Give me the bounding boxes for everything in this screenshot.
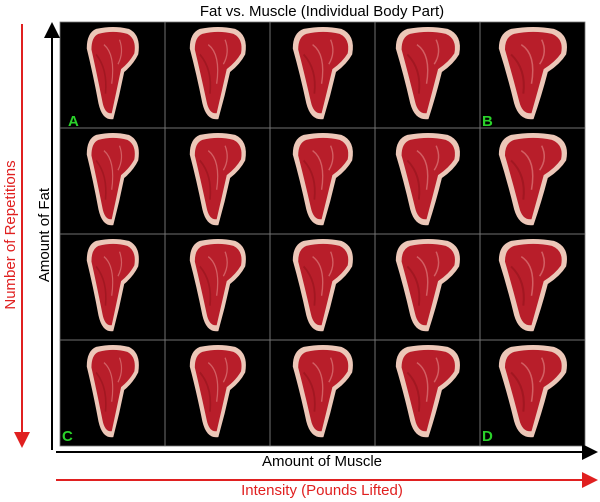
- y-axis-label: Amount of Fat: [36, 187, 53, 282]
- outer-x-label: Intensity (Pounds Lifted): [241, 482, 403, 499]
- corner-label: D: [482, 428, 493, 445]
- steak-grid: [59, 21, 586, 447]
- corner-label: C: [62, 428, 73, 445]
- title: Fat vs. Muscle (Individual Body Part): [200, 3, 444, 20]
- grid-cell: [479, 339, 586, 447]
- outer-y-label: Number of Repetitions: [2, 160, 19, 309]
- corner-label: B: [482, 113, 493, 130]
- x-axis-label: Amount of Muscle: [262, 453, 382, 470]
- corner-label: A: [68, 113, 79, 130]
